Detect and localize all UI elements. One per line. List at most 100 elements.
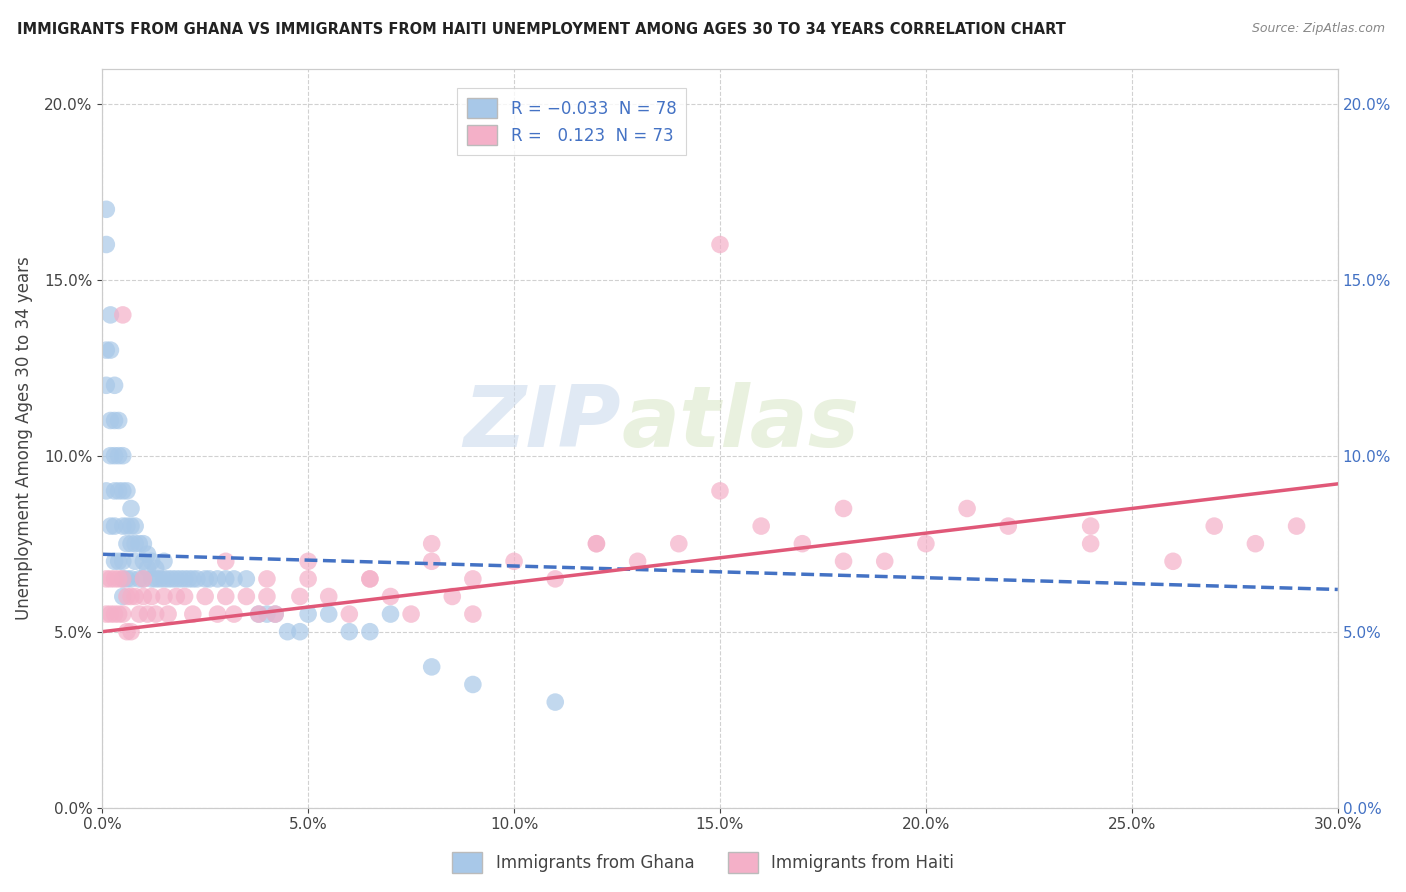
Point [749, 519, 772, 533]
Point [160, 572, 183, 586]
Point [100, 572, 122, 586]
Point [100, 519, 122, 533]
Point [318, 590, 340, 604]
Point [96, 572, 118, 586]
Point [132, 572, 155, 586]
Point [103, 483, 125, 498]
Point [157, 607, 180, 621]
Point [288, 590, 311, 604]
Point [111, 308, 134, 322]
Point [461, 607, 484, 621]
Point [461, 677, 484, 691]
Point [103, 413, 125, 427]
Point [111, 449, 134, 463]
Point [198, 572, 221, 586]
Point [128, 537, 150, 551]
Point [873, 554, 896, 568]
Point [96, 378, 118, 392]
Point [359, 624, 381, 639]
Point [136, 547, 159, 561]
Point [128, 607, 150, 621]
Point [194, 590, 217, 604]
Point [103, 449, 125, 463]
Point [256, 590, 278, 604]
Text: ZIP: ZIP [464, 382, 621, 465]
Point [194, 572, 217, 586]
Point [235, 590, 257, 604]
Point [124, 554, 146, 568]
Point [107, 413, 129, 427]
Point [1285, 519, 1308, 533]
Point [141, 554, 163, 568]
Point [111, 572, 134, 586]
Point [215, 554, 238, 568]
Point [585, 537, 607, 551]
Point [318, 607, 340, 621]
Point [256, 572, 278, 586]
Point [111, 554, 134, 568]
Point [96, 343, 118, 357]
Point [247, 607, 270, 621]
Point [120, 519, 142, 533]
Point [544, 695, 567, 709]
Point [153, 572, 176, 586]
Point [173, 590, 195, 604]
Point [120, 572, 142, 586]
Point [503, 554, 526, 568]
Point [441, 590, 464, 604]
Point [115, 590, 138, 604]
Point [96, 202, 118, 217]
Point [132, 537, 155, 551]
Point [103, 378, 125, 392]
Point [173, 572, 195, 586]
Point [1244, 537, 1267, 551]
Point [96, 237, 118, 252]
Point [337, 624, 360, 639]
Point [165, 572, 187, 586]
Point [132, 572, 155, 586]
Point [107, 607, 129, 621]
Point [288, 624, 311, 639]
Point [107, 483, 129, 498]
Point [585, 537, 607, 551]
Point [235, 572, 257, 586]
Point [132, 590, 155, 604]
Point [136, 561, 159, 575]
Point [997, 519, 1019, 533]
Point [111, 483, 134, 498]
Point [380, 590, 402, 604]
Point [1080, 519, 1102, 533]
Point [107, 554, 129, 568]
Point [96, 607, 118, 621]
Point [111, 590, 134, 604]
Point [297, 554, 319, 568]
Point [207, 572, 229, 586]
Point [124, 537, 146, 551]
Point [153, 554, 176, 568]
Point [264, 607, 287, 621]
Point [186, 572, 208, 586]
Point [215, 572, 238, 586]
Text: Source: ZipAtlas.com: Source: ZipAtlas.com [1251, 22, 1385, 36]
Point [832, 554, 855, 568]
Point [111, 519, 134, 533]
Text: atlas: atlas [621, 382, 859, 465]
Point [915, 537, 938, 551]
Point [103, 607, 125, 621]
Point [169, 572, 191, 586]
Point [115, 483, 138, 498]
Point [120, 501, 142, 516]
Point [145, 607, 167, 621]
Point [956, 501, 979, 516]
Point [177, 572, 200, 586]
Point [215, 590, 238, 604]
Point [136, 607, 159, 621]
Point [1080, 537, 1102, 551]
Point [420, 554, 443, 568]
Point [165, 590, 187, 604]
Point [222, 607, 245, 621]
Point [207, 607, 229, 621]
Point [120, 590, 142, 604]
Point [100, 413, 122, 427]
Point [100, 343, 122, 357]
